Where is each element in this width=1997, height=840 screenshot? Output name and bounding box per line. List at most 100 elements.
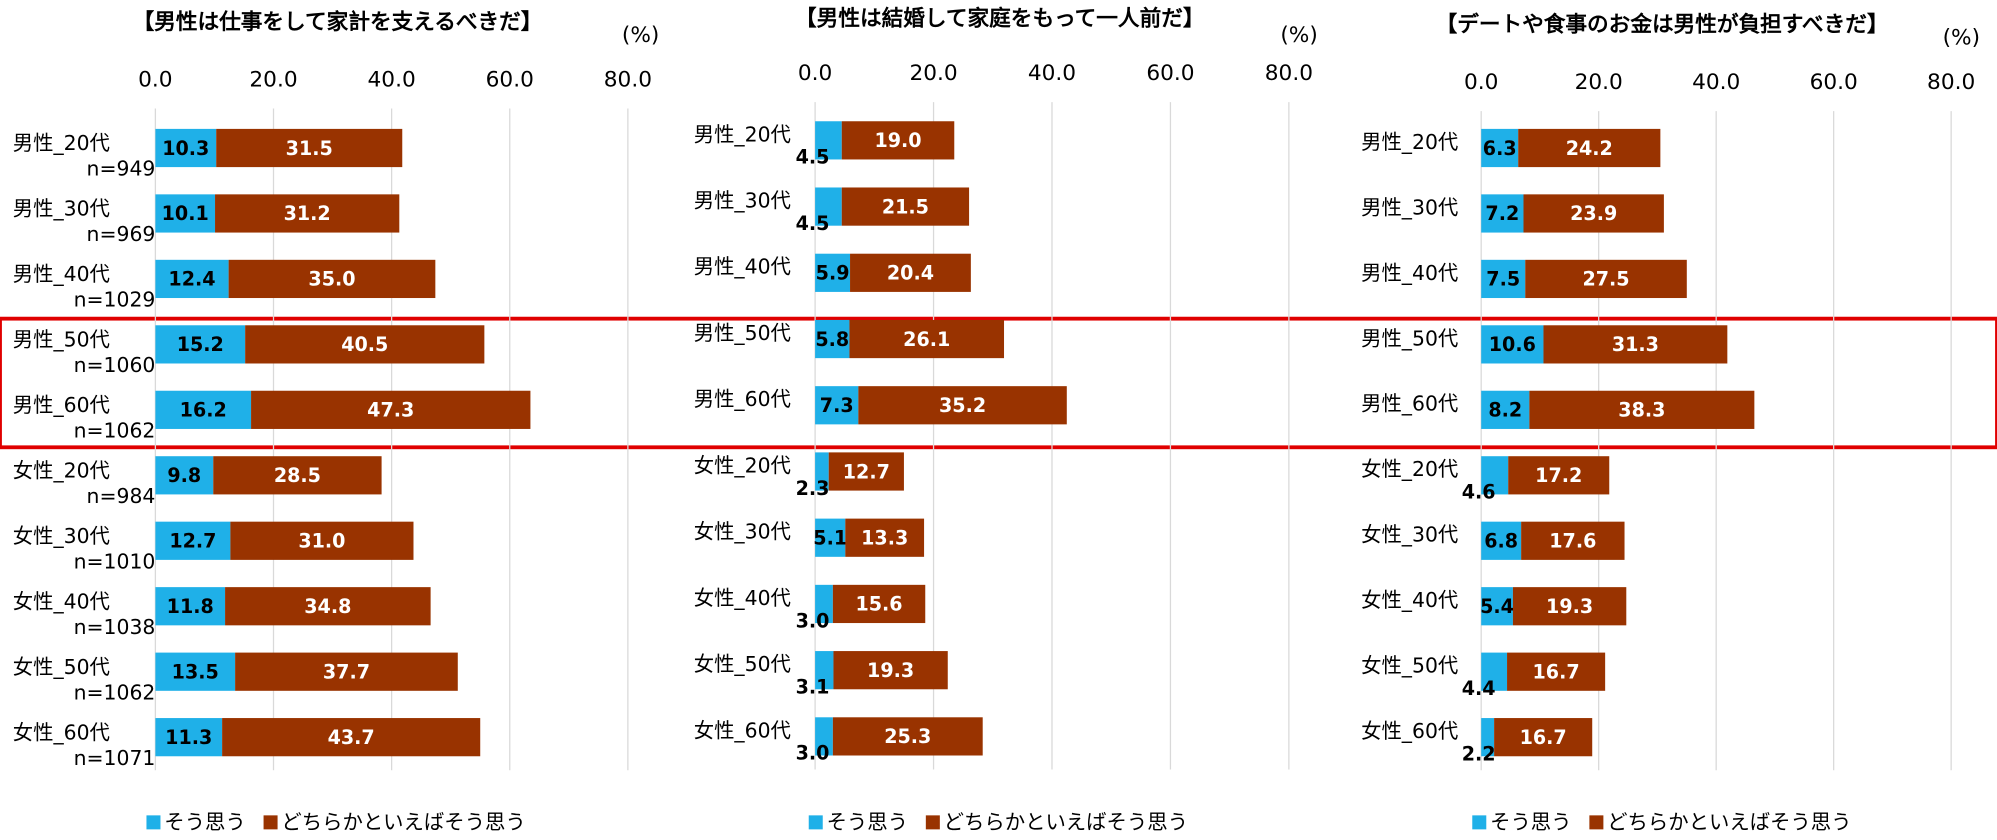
bar-segment — [1508, 456, 1610, 495]
bar-segment — [155, 259, 229, 299]
chart-title: 【男性は仕事をして家計を支えるべきだ】 — [133, 9, 543, 35]
value-label: 12.7 — [169, 530, 216, 553]
category-label: 男性_20代 — [694, 122, 791, 147]
category-label: 男性_30代 — [694, 188, 791, 213]
value-label: 5.4 — [1480, 595, 1514, 618]
bar-segment — [155, 456, 214, 495]
value-label: 10.3 — [162, 137, 209, 160]
value-label: 11.8 — [167, 595, 214, 618]
value-label: 19.3 — [1546, 595, 1593, 618]
value-label: 28.5 — [274, 464, 321, 487]
category-label: 女性_30代 — [13, 524, 110, 549]
bar-segment — [849, 319, 1005, 359]
value-label: 31.2 — [284, 202, 331, 225]
value-label: 16.7 — [1533, 660, 1580, 683]
bar-segment — [815, 717, 833, 756]
value-label: 25.3 — [884, 725, 931, 748]
value-label: 12.4 — [168, 268, 215, 291]
category-label: 男性_60代 — [694, 387, 791, 412]
legend-swatch — [1472, 815, 1487, 830]
bar-segment — [815, 452, 829, 491]
bar-segment — [1525, 259, 1687, 299]
category-label: 女性_50代 — [1361, 654, 1458, 679]
bar-segment — [230, 521, 414, 560]
value-label: 7.3 — [820, 394, 854, 417]
bar-segment — [850, 253, 971, 292]
value-label: 43.7 — [328, 726, 375, 749]
x-tick-label: 20.0 — [249, 67, 297, 92]
value-label: 31.3 — [1612, 333, 1659, 356]
category-label: 男性_30代 — [13, 197, 110, 222]
value-label: 38.3 — [1618, 399, 1665, 422]
bar-segment — [1481, 456, 1509, 495]
x-tick-label: 60.0 — [1810, 70, 1858, 95]
bar-segment — [213, 456, 382, 495]
value-label: 40.5 — [341, 333, 388, 356]
category-label: 女性_40代 — [1361, 588, 1458, 613]
bar-segment — [216, 128, 403, 168]
value-label: 6.3 — [1483, 137, 1517, 160]
bar-segment — [155, 325, 246, 364]
bar-segment — [1481, 259, 1526, 299]
value-label: 13.5 — [172, 660, 219, 683]
value-label: 17.6 — [1549, 530, 1596, 553]
value-label: 17.2 — [1535, 464, 1582, 487]
n-label: n=1071 — [74, 746, 156, 770]
x-tick-label: 80.0 — [1265, 61, 1313, 86]
value-label: 5.1 — [813, 526, 847, 549]
category-label: 男性_60代 — [1361, 392, 1458, 417]
category-label: 男性_20代 — [1361, 130, 1458, 155]
category-label: 男性_50代 — [1361, 326, 1458, 351]
category-label: 男性_30代 — [1361, 195, 1458, 220]
bar-segment — [155, 194, 216, 233]
bar-segment — [833, 651, 948, 690]
legend-swatch — [1589, 815, 1604, 830]
x-tick-label: 40.0 — [368, 67, 416, 92]
legend-swatch — [925, 815, 940, 830]
value-label: 3.0 — [796, 609, 830, 632]
bar-segment — [1481, 128, 1519, 168]
value-label: 20.4 — [887, 262, 934, 285]
bar-segment — [841, 121, 955, 160]
value-label: 16.7 — [1520, 726, 1567, 749]
legend-label: どちらかといえばそう思う — [1607, 810, 1851, 834]
bar-segment — [815, 187, 842, 226]
value-label: 27.5 — [1582, 268, 1629, 291]
bar-segment — [1521, 521, 1625, 560]
bar-segment — [1481, 194, 1524, 233]
x-tick-label: 20.0 — [909, 61, 957, 86]
bar-segment — [845, 518, 925, 557]
category-label: 男性_60代 — [13, 393, 110, 418]
bar-segment — [1507, 652, 1606, 691]
bar-segment — [155, 652, 236, 691]
n-label: n=1062 — [74, 680, 156, 704]
bar-segment — [155, 521, 231, 560]
value-label: 16.2 — [180, 399, 227, 422]
value-label: 23.9 — [1570, 202, 1617, 225]
x-tick-label: 40.0 — [1692, 70, 1740, 95]
category-label: 女性_60代 — [1361, 719, 1458, 744]
bar-segment — [815, 651, 834, 690]
value-label: 7.2 — [1485, 202, 1519, 225]
bar-segment — [815, 518, 846, 557]
value-label: 2.2 — [1462, 742, 1496, 765]
value-label: 5.8 — [815, 328, 849, 351]
bar-segment — [828, 452, 904, 491]
value-label: 35.0 — [308, 268, 355, 291]
x-tick-label: 60.0 — [1146, 61, 1194, 86]
n-label: n=969 — [87, 222, 156, 246]
x-tick-label: 80.0 — [604, 67, 652, 92]
value-label: 15.6 — [855, 593, 902, 616]
bar-segment — [228, 259, 436, 299]
bar-segment — [841, 187, 970, 226]
value-label: 10.6 — [1489, 333, 1536, 356]
category-label: 男性_20代 — [13, 131, 110, 156]
value-label: 31.5 — [286, 137, 333, 160]
value-label: 5.9 — [816, 262, 850, 285]
legend-swatch — [263, 815, 278, 830]
value-label: 7.5 — [1486, 268, 1520, 291]
bar-segment — [832, 717, 983, 756]
value-label: 47.3 — [367, 399, 414, 422]
value-label: 34.8 — [304, 595, 351, 618]
legend-label: どちらかといえばそう思う — [944, 810, 1188, 834]
